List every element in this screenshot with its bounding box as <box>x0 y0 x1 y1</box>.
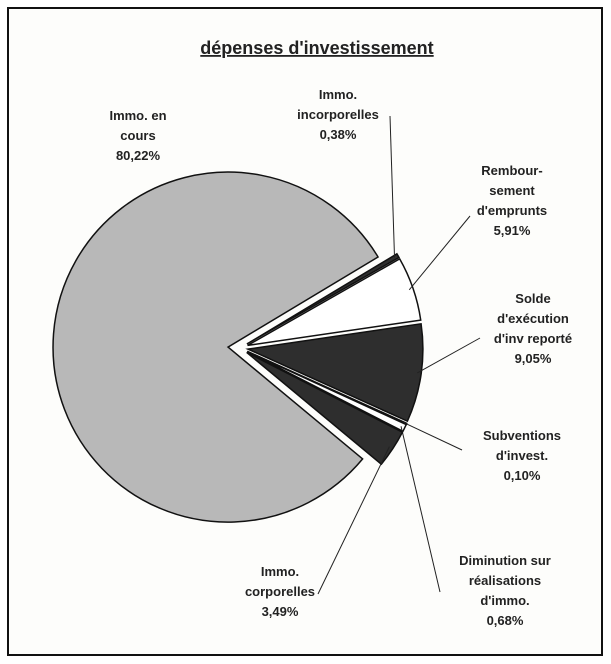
pie-slice <box>52 171 380 523</box>
value-label: 0,10% <box>504 468 541 483</box>
chart-title: dépenses d'investissement <box>200 38 433 58</box>
slice-label: sement <box>489 183 535 198</box>
slice-label: incorporelles <box>297 107 379 122</box>
value-label: 5,91% <box>494 223 531 238</box>
value-label: 0,38% <box>320 127 357 142</box>
slice-label: réalisations <box>469 573 541 588</box>
leader-line <box>408 215 471 291</box>
pie-slice <box>246 350 408 433</box>
slice-label: Immo. <box>319 87 357 102</box>
pie-slice <box>246 252 401 345</box>
slice-label: Rembour- <box>481 163 542 178</box>
slice-label: d'inv reporté <box>494 331 572 346</box>
slice-label: d'exécution <box>497 311 569 326</box>
value-label: 9,05% <box>515 351 552 366</box>
slice-label: Immo. en <box>109 108 166 123</box>
slice-label: d'immo. <box>480 593 529 608</box>
leader-line <box>317 446 390 595</box>
slice-label: Subventions <box>483 428 561 443</box>
value-label: 80,22% <box>116 148 161 163</box>
slice-label: d'invest. <box>496 448 548 463</box>
slice-label: corporelles <box>245 584 315 599</box>
leader-line <box>389 115 396 258</box>
slice-label: d'emprunts <box>477 203 547 218</box>
value-label: 3,49% <box>262 604 299 619</box>
slice-label: cours <box>120 128 155 143</box>
leader-line <box>400 426 441 593</box>
leader-line <box>417 337 481 374</box>
leader-line <box>402 421 463 451</box>
value-label: 0,68% <box>487 613 524 628</box>
slice-label: Solde <box>515 291 550 306</box>
pie-slice <box>247 257 422 347</box>
slice-label: Immo. <box>261 564 299 579</box>
pie-slice <box>245 322 424 423</box>
slice-label: Diminution sur <box>459 553 551 568</box>
